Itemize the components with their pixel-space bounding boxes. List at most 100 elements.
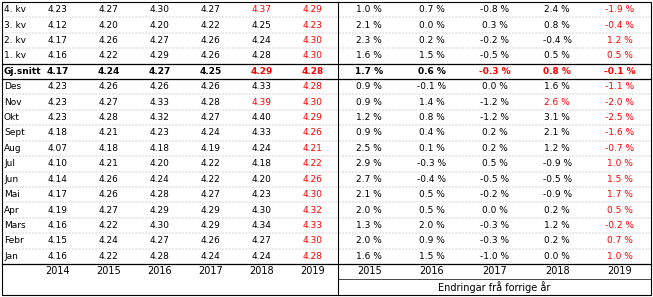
Text: 0.9 %: 0.9 % xyxy=(419,236,445,245)
Text: 4.22: 4.22 xyxy=(200,175,220,184)
Text: 4.26: 4.26 xyxy=(99,190,118,199)
Text: 1.0 %: 1.0 % xyxy=(607,159,633,168)
Text: 0.5 %: 0.5 % xyxy=(607,51,633,61)
Text: 4.28: 4.28 xyxy=(302,252,323,261)
Text: 4.22: 4.22 xyxy=(200,159,220,168)
Text: 0.5 %: 0.5 % xyxy=(419,206,445,214)
Text: 4.15: 4.15 xyxy=(48,236,67,245)
Text: -0.9 %: -0.9 % xyxy=(543,159,571,168)
Text: 0.0 %: 0.0 % xyxy=(419,20,445,30)
Text: 0.8 %: 0.8 % xyxy=(543,67,571,76)
Text: 3.1 %: 3.1 % xyxy=(544,113,570,122)
Text: 4.27: 4.27 xyxy=(251,236,272,245)
Text: 1.2 %: 1.2 % xyxy=(607,36,633,45)
Text: 0.5 %: 0.5 % xyxy=(419,190,445,199)
Text: 2.1 %: 2.1 % xyxy=(357,190,382,199)
Text: 4.22: 4.22 xyxy=(99,252,118,261)
Text: 4.23: 4.23 xyxy=(251,190,272,199)
Text: 2.0 %: 2.0 % xyxy=(357,236,382,245)
Text: 4.29: 4.29 xyxy=(200,206,221,214)
Text: 0.5 %: 0.5 % xyxy=(607,206,633,214)
Text: 4.32: 4.32 xyxy=(302,206,323,214)
Text: 1.5 %: 1.5 % xyxy=(419,51,445,61)
Text: 4.27: 4.27 xyxy=(99,5,118,14)
Text: 1.6 %: 1.6 % xyxy=(544,82,570,91)
Text: Okt: Okt xyxy=(4,113,20,122)
Text: 0.0 %: 0.0 % xyxy=(544,252,570,261)
Text: 4.30: 4.30 xyxy=(302,98,323,107)
Text: 4.24: 4.24 xyxy=(251,252,272,261)
Text: -0.3 %: -0.3 % xyxy=(480,236,509,245)
Text: 2018: 2018 xyxy=(249,266,274,277)
Text: 0.2 %: 0.2 % xyxy=(419,36,445,45)
Text: 1.4 %: 1.4 % xyxy=(419,98,445,107)
Text: 2.4 %: 2.4 % xyxy=(545,5,570,14)
Text: 1.7 %: 1.7 % xyxy=(607,190,633,199)
Text: 4.20: 4.20 xyxy=(150,20,169,30)
Text: 4.40: 4.40 xyxy=(251,113,272,122)
Text: 1.6 %: 1.6 % xyxy=(357,252,382,261)
Text: 0.3 %: 0.3 % xyxy=(481,20,507,30)
Text: 4.33: 4.33 xyxy=(251,129,272,138)
Text: 0.8 %: 0.8 % xyxy=(419,113,445,122)
Text: 4.26: 4.26 xyxy=(200,236,221,245)
Text: -0.2 %: -0.2 % xyxy=(480,190,509,199)
Text: 4.26: 4.26 xyxy=(150,82,169,91)
Text: 4.33: 4.33 xyxy=(302,221,323,230)
Text: 0.9 %: 0.9 % xyxy=(357,98,382,107)
Text: 4.22: 4.22 xyxy=(302,159,323,168)
Text: 2.1 %: 2.1 % xyxy=(544,129,570,138)
Text: 4.18: 4.18 xyxy=(251,159,272,168)
Text: 1.7 %: 1.7 % xyxy=(355,67,383,76)
Text: 2019: 2019 xyxy=(607,266,632,277)
Text: Aug: Aug xyxy=(4,144,22,153)
Text: -0.8 %: -0.8 % xyxy=(480,5,509,14)
Text: 2.0 %: 2.0 % xyxy=(419,221,445,230)
Text: -2.5 %: -2.5 % xyxy=(605,113,634,122)
Text: 4.26: 4.26 xyxy=(302,129,323,138)
Text: -0.4 %: -0.4 % xyxy=(605,20,634,30)
Text: 4.33: 4.33 xyxy=(150,98,170,107)
Text: 2.3 %: 2.3 % xyxy=(357,36,382,45)
Text: 1.0 %: 1.0 % xyxy=(357,5,382,14)
Text: 4.28: 4.28 xyxy=(150,252,169,261)
Text: 4.28: 4.28 xyxy=(99,113,118,122)
Text: 4.29: 4.29 xyxy=(250,67,273,76)
Text: -0.2 %: -0.2 % xyxy=(480,36,509,45)
Text: 4. kv: 4. kv xyxy=(4,5,26,14)
Text: Febr: Febr xyxy=(4,236,24,245)
Text: 4.29: 4.29 xyxy=(302,113,323,122)
Text: 4.26: 4.26 xyxy=(302,175,323,184)
Text: -1.2 %: -1.2 % xyxy=(480,98,509,107)
Text: 1.2 %: 1.2 % xyxy=(357,113,382,122)
Text: Mars: Mars xyxy=(4,221,25,230)
Text: 0.4 %: 0.4 % xyxy=(419,129,445,138)
Text: -1.0 %: -1.0 % xyxy=(480,252,509,261)
Text: 4.27: 4.27 xyxy=(200,113,221,122)
Text: 4.34: 4.34 xyxy=(251,221,272,230)
Text: 4.07: 4.07 xyxy=(48,144,67,153)
Text: -2.0 %: -2.0 % xyxy=(605,98,634,107)
Text: 4.29: 4.29 xyxy=(150,206,169,214)
Text: -1.9 %: -1.9 % xyxy=(605,5,634,14)
Text: 0.2 %: 0.2 % xyxy=(482,129,507,138)
Text: 4.21: 4.21 xyxy=(99,129,118,138)
Text: Jun: Jun xyxy=(4,175,18,184)
Text: 4.16: 4.16 xyxy=(48,221,67,230)
Text: -0.5 %: -0.5 % xyxy=(480,175,509,184)
Text: 4.37: 4.37 xyxy=(251,5,272,14)
Text: 1.2 %: 1.2 % xyxy=(544,144,570,153)
Text: Jul: Jul xyxy=(4,159,15,168)
Text: 1.3 %: 1.3 % xyxy=(357,221,382,230)
Text: 4.28: 4.28 xyxy=(251,51,272,61)
Text: 4.22: 4.22 xyxy=(99,51,118,61)
Text: -0.9 %: -0.9 % xyxy=(543,190,571,199)
Text: 4.27: 4.27 xyxy=(200,190,221,199)
Text: 4.29: 4.29 xyxy=(150,51,169,61)
Text: 2016: 2016 xyxy=(147,266,172,277)
Text: 4.19: 4.19 xyxy=(48,206,67,214)
Text: 4.17: 4.17 xyxy=(46,67,69,76)
Text: 0.5 %: 0.5 % xyxy=(481,159,507,168)
Text: 4.30: 4.30 xyxy=(150,5,170,14)
Text: 2.1 %: 2.1 % xyxy=(357,20,382,30)
